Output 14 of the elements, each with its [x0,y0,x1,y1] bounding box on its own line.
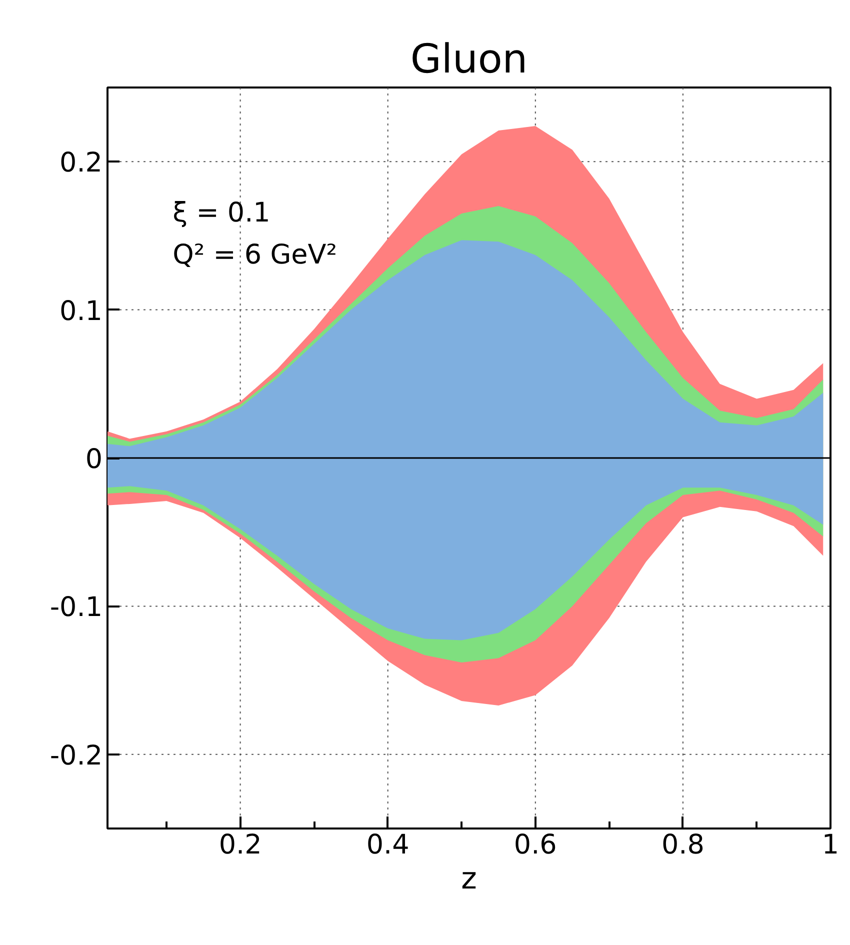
x-tick-label: 1 [822,830,840,860]
x-tick-label: 0.2 [218,830,262,860]
x-axis-title: z [461,862,477,896]
x-tick-label: 0.4 [366,830,410,860]
annotation: ξ = 0.1 [172,197,270,228]
annotation: Q² = 6 GeV² [172,240,338,271]
x-tick-label: 0.8 [661,830,704,860]
x-tick-label: 0.6 [514,830,557,860]
y-tick-label: 0.2 [60,148,103,179]
y-tick-label: -0.1 [50,592,103,624]
chart-title: Gluon [410,36,528,82]
y-tick-label: -0.2 [50,740,103,772]
y-tick-label: 0 [85,444,103,475]
y-tick-label: 0.1 [60,296,103,327]
